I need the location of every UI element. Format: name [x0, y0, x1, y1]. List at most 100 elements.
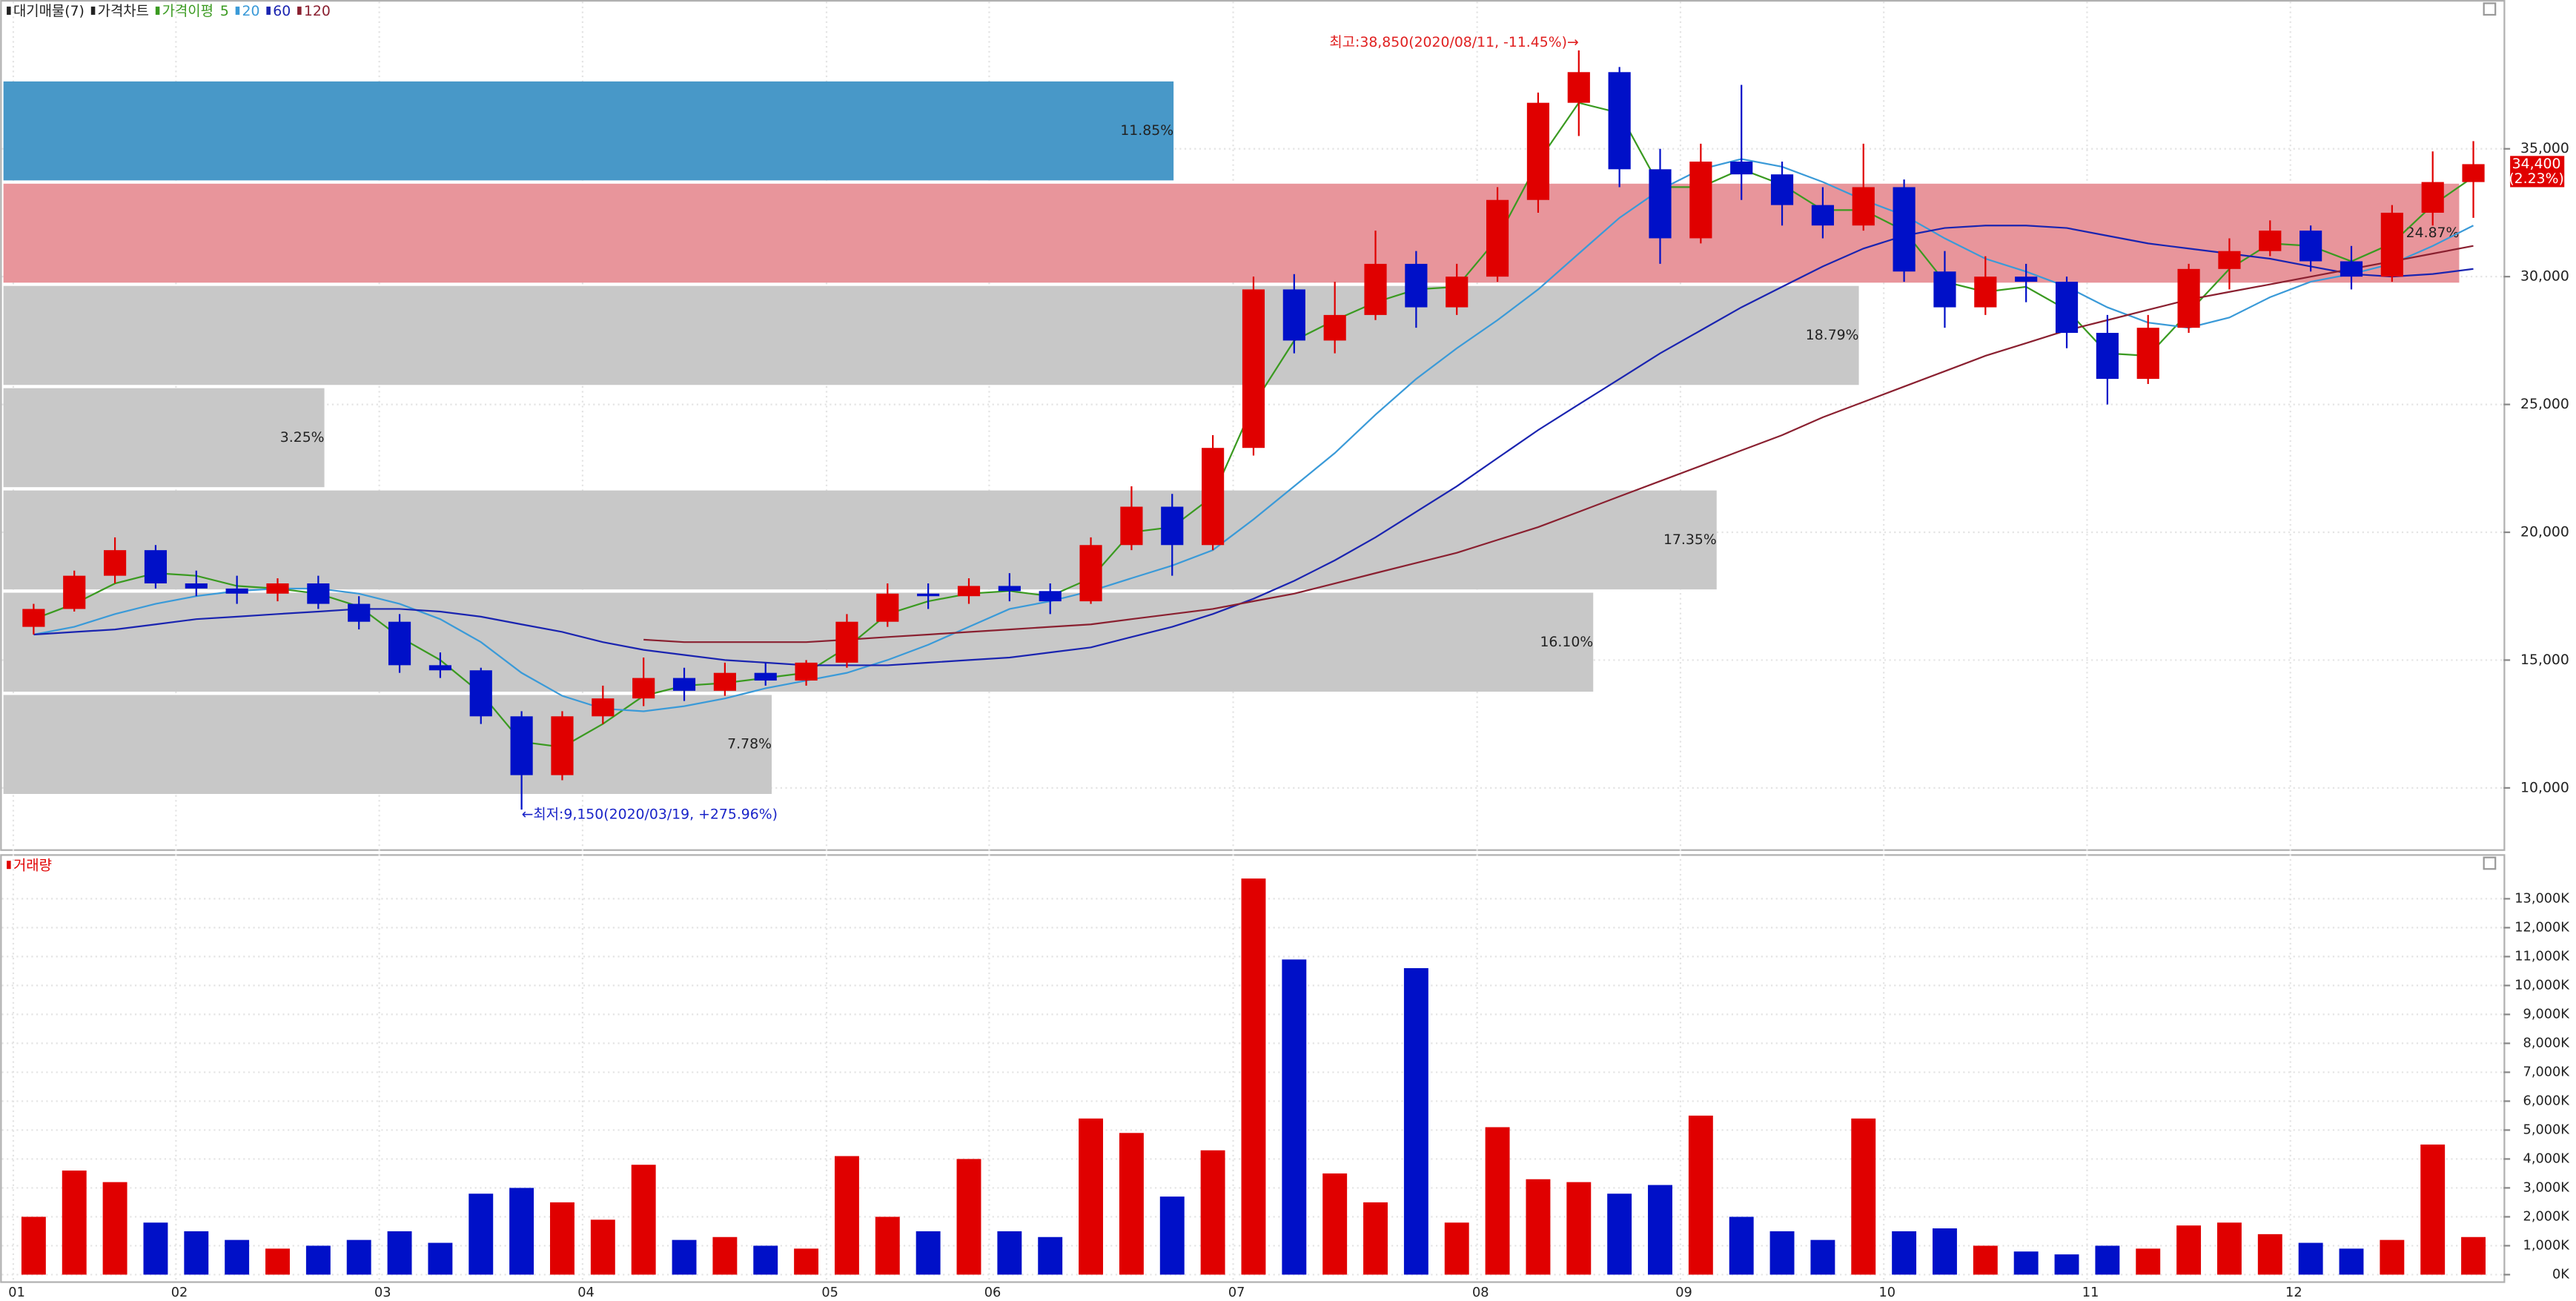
- volume-profile: 7.78% 16.10% 17.35% 3.25% 18.79% 24.87% 11.85%: [3, 81, 2460, 794]
- y-tick-label: 4,000K: [2523, 1151, 2570, 1166]
- volume-bar: [1079, 1118, 1104, 1275]
- legend-label[interactable]: 60: [273, 4, 291, 19]
- candle-body: [185, 583, 208, 589]
- legend-swatch: [235, 6, 240, 15]
- moving-average-line: [33, 225, 2474, 666]
- volume-bar: [2136, 1248, 2161, 1275]
- y-tick-label: 30,000: [2520, 269, 2569, 285]
- last-price-box: [2510, 156, 2565, 188]
- candle-body: [1811, 205, 1834, 226]
- x-tick-label: 08: [1472, 1285, 1489, 1300]
- legend-label[interactable]: 5: [220, 4, 229, 19]
- candle-body: [2055, 282, 2079, 334]
- legend-swatch: [155, 6, 160, 15]
- y-tick-label: 20,000: [2520, 525, 2569, 540]
- candle-body: [1526, 102, 1550, 200]
- volume-bar: [794, 1248, 819, 1275]
- legend-label[interactable]: 대기매물(7): [13, 3, 85, 19]
- profile-label: 17.35%: [1663, 532, 1717, 548]
- volume-bar: [2095, 1245, 2120, 1275]
- candle-body: [469, 670, 492, 717]
- x-tick-label: 04: [577, 1285, 595, 1300]
- candle-body: [835, 621, 858, 663]
- last-price-label: 34,400: [2512, 156, 2561, 172]
- profile-bar: [3, 183, 2460, 283]
- high-annotation: 최고:38,850(2020/08/11, -11.45%)→: [1329, 34, 1578, 50]
- legend-swatch: [7, 6, 11, 15]
- volume-bar: [346, 1239, 371, 1275]
- panel-button[interactable]: [2483, 856, 2497, 870]
- y-tick-label: 35,000: [2520, 141, 2569, 156]
- profile-label: 16.10%: [1540, 635, 1593, 650]
- y-tick-label: 15,000: [2520, 652, 2569, 668]
- volume-bar: [1038, 1237, 1063, 1275]
- legend-label[interactable]: 거래량: [13, 857, 52, 873]
- volume-bar: [834, 1156, 859, 1275]
- candle-body: [1282, 289, 1305, 341]
- volume-bar: [1403, 968, 1428, 1275]
- volume-bar: [387, 1231, 412, 1275]
- x-tick-label: 11: [2082, 1285, 2099, 1300]
- volume-panel-frame: [0, 854, 2506, 1283]
- candle-body: [998, 586, 1021, 592]
- candle-body: [2340, 261, 2363, 277]
- legend-label[interactable]: 가격차트: [98, 3, 149, 19]
- candle-body: [632, 678, 655, 699]
- volume-bar: [631, 1165, 656, 1275]
- candle-body: [1161, 506, 1184, 546]
- candle-body: [1486, 199, 1509, 277]
- candle-body: [2096, 333, 2119, 380]
- y-tick-label: 1,000K: [2523, 1238, 2570, 1253]
- y-tick-label: 8,000K: [2523, 1036, 2570, 1050]
- volume-bar: [2380, 1239, 2405, 1275]
- candle-body: [428, 665, 451, 671]
- candle-body: [1079, 545, 1102, 602]
- candle-body: [1852, 187, 1875, 226]
- volume-bar: [1200, 1150, 1225, 1275]
- x-tick-label: 12: [2285, 1285, 2302, 1300]
- profile-label: 7.78%: [727, 737, 772, 752]
- x-tick-label: 10: [1879, 1285, 1896, 1300]
- candle-body: [2299, 231, 2322, 262]
- candle-body: [1608, 72, 1631, 170]
- candle-body: [1933, 271, 1956, 308]
- panel-button[interactable]: [2483, 2, 2497, 16]
- legend-label[interactable]: 20: [242, 4, 260, 19]
- candle-body: [1974, 277, 1997, 308]
- y-tick-label: 13,000K: [2514, 891, 2569, 906]
- candle-body: [2015, 277, 2038, 282]
- candle-body: [1242, 289, 1265, 448]
- volume-bar: [1444, 1222, 1469, 1275]
- candle-body: [388, 621, 411, 666]
- volume-bar: [2461, 1237, 2486, 1275]
- candle-body: [266, 583, 289, 594]
- candle-body: [2421, 182, 2444, 213]
- y-tick-label: 0K: [2552, 1267, 2569, 1282]
- y-tick-label: 6,000K: [2523, 1093, 2570, 1108]
- candle-body: [2380, 212, 2403, 277]
- profile-bar: [3, 81, 1174, 181]
- volume-bar: [1159, 1196, 1185, 1275]
- candle-body: [2218, 251, 2241, 269]
- volume-bar: [225, 1239, 250, 1275]
- x-tick-label: 07: [1228, 1285, 1245, 1300]
- profile-label: 24.87%: [2406, 225, 2460, 241]
- candle-body: [104, 550, 127, 576]
- candle-body: [1039, 591, 1062, 602]
- volume-bar: [672, 1239, 697, 1275]
- legend-label[interactable]: 120: [304, 4, 331, 19]
- candle-body: [2177, 268, 2200, 328]
- legend-label[interactable]: 가격이평: [162, 3, 213, 19]
- volume-bar: [2013, 1251, 2039, 1275]
- y-tick-label: 11,000K: [2514, 949, 2569, 964]
- candle-body: [22, 609, 45, 627]
- candle-body: [754, 672, 777, 681]
- candle-body: [1567, 72, 1590, 103]
- volume-bar: [1648, 1185, 1672, 1275]
- y-tick-label: 5,000K: [2523, 1122, 2570, 1137]
- candle-body: [876, 593, 899, 622]
- last-price-change: (2.23%): [2509, 171, 2564, 187]
- x-tick-label: 06: [984, 1285, 1001, 1300]
- legend-swatch: [90, 6, 96, 15]
